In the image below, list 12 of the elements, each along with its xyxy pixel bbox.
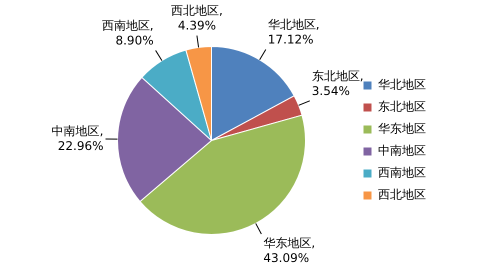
data-label: 西南地区, 8.90%: [102, 18, 154, 48]
data-label: 华北地区, 17.12%: [268, 18, 320, 47]
data-label: 华东地区, 43.09%: [263, 236, 316, 266]
legend-label: 西南地区: [378, 166, 426, 180]
data-label: 中南地区, 22.96%: [52, 124, 104, 154]
legend-label: 东北地区: [378, 100, 426, 114]
data-label: 西北地区, 4.39%: [171, 4, 223, 33]
legend-label: 中南地区: [378, 144, 426, 158]
legend-label: 华北地区: [378, 78, 426, 92]
data-label: 东北地区, 3.54%: [312, 68, 364, 98]
legend-label: 华东地区: [378, 122, 426, 136]
legend-label: 西北地区: [378, 188, 426, 202]
